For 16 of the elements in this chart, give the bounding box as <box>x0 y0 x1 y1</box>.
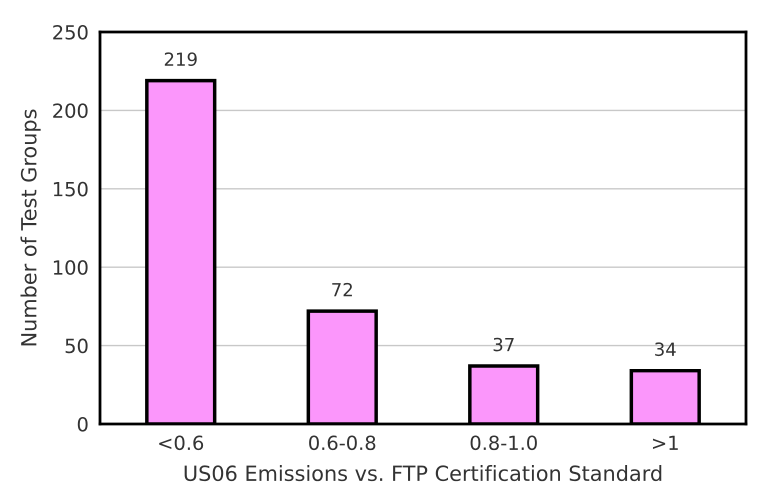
x-tick-label: 0.8-1.0 <box>470 435 537 450</box>
data-label: 37 <box>494 338 514 352</box>
x-tick-label: >1 <box>652 436 678 450</box>
y-tick-label: 100 <box>54 260 88 275</box>
data-label: 72 <box>332 282 352 296</box>
x-axis-title: US06 Emissions vs. FTP Certification Standard <box>184 465 662 482</box>
data-label: 34 <box>655 342 676 356</box>
data-label: 219 <box>164 52 197 66</box>
y-tick-label: 0 <box>78 416 88 432</box>
x-tick-label: <0.6 <box>159 435 204 450</box>
x-tick-label: 0.6-0.8 <box>309 435 376 450</box>
y-axis-title: Number of Test Groups <box>20 110 41 346</box>
y-tick-label: 250 <box>53 24 88 40</box>
y-tick-label: 50 <box>66 338 88 354</box>
y-tick-label: 150 <box>54 182 88 196</box>
y-tick-label: 200 <box>53 103 88 118</box>
